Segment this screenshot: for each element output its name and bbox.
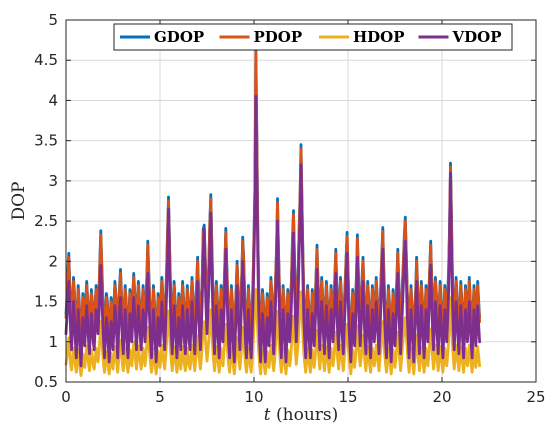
- legend-label-hdop: HDOP: [353, 28, 405, 46]
- y-tick-label: 2.5: [34, 212, 58, 230]
- x-axis-label-variable: t: [264, 405, 271, 425]
- axis-ticks: [65, 19, 537, 383]
- y-tick-label: 5: [48, 11, 58, 29]
- legend-label-vdop: VDOP: [452, 28, 502, 46]
- y-tick-label: 2: [48, 252, 58, 270]
- y-tick-label: 3: [48, 172, 58, 190]
- series-lines: [64, 48, 482, 378]
- x-tick-label: 10: [244, 388, 263, 406]
- legend-label-gdop: GDOP: [154, 28, 204, 46]
- y-tick-label: 3.5: [34, 132, 58, 150]
- axes-box: [65, 19, 537, 383]
- series-line-vdop: [64, 95, 482, 368]
- x-axis-label-unit: (hours): [271, 405, 339, 425]
- y-tick-label: 0.5: [34, 373, 58, 391]
- x-tick-label: 0: [61, 388, 71, 406]
- x-tick-label: 15: [338, 388, 357, 406]
- x-axis-label: t (hours): [264, 405, 339, 425]
- y-tick-label: 4.5: [34, 51, 58, 69]
- x-tick-labels: 0 5 10 15 20 25: [61, 388, 545, 406]
- y-axis-label: DOP: [9, 181, 29, 220]
- y-tick-labels: 0.5 1 1.5 2 2.5 3 3.5 4 4.5 5: [34, 11, 58, 391]
- legend-label-pdop: PDOP: [254, 28, 303, 46]
- legend-items: GDOP PDOP HDOP VDOP: [120, 28, 502, 46]
- y-tick-label: 4: [48, 91, 58, 109]
- x-tick-label: 5: [155, 388, 165, 406]
- legend: GDOP PDOP HDOP VDOP: [113, 23, 513, 51]
- x-tick-label: 20: [432, 388, 451, 406]
- y-tick-label: 1: [48, 333, 58, 351]
- x-tick-label: 25: [526, 388, 545, 406]
- y-tick-label: 1.5: [34, 293, 58, 311]
